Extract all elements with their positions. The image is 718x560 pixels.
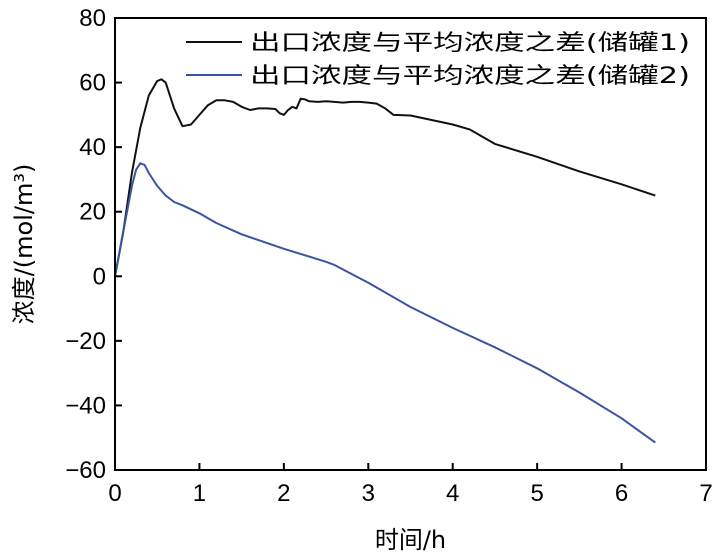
y-tick-label: 40 <box>79 134 106 161</box>
x-tick-label: 2 <box>277 480 290 507</box>
plot-frame <box>114 17 707 471</box>
series-line-1 <box>114 78 656 277</box>
y-tick-label: −20 <box>65 328 106 355</box>
legend: 出口浓度与平均浓度之差(储罐1) 出口浓度与平均浓度之差(储罐2) <box>186 31 690 89</box>
x-tick-label: 1 <box>193 480 206 507</box>
y-tick-label: 20 <box>79 199 106 226</box>
x-tick-label: 0 <box>108 480 121 507</box>
legend-label-2: 出口浓度与平均浓度之差(储罐2) <box>250 64 690 89</box>
y-tick-label: 80 <box>79 5 106 32</box>
x-tick-label: 3 <box>362 480 375 507</box>
x-axis-title: 时间/h <box>375 526 446 554</box>
series-layer <box>114 78 656 444</box>
x-tick-label: 5 <box>530 480 543 507</box>
x-tick-label: 7 <box>699 480 712 507</box>
y-tick-label: −60 <box>65 457 106 484</box>
y-tick-label: 0 <box>93 263 106 290</box>
x-tick-label: 6 <box>615 480 628 507</box>
legend-label-1: 出口浓度与平均浓度之差(储罐1) <box>250 31 690 56</box>
x-tick-label: 4 <box>446 480 459 507</box>
y-tick-label: 60 <box>79 70 106 97</box>
tick-layer: 0 1 2 3 4 5 6 7 −60 −40 −20 0 20 40 60 80 <box>65 5 712 507</box>
y-tick-label: −40 <box>65 392 106 419</box>
series-line-2 <box>114 162 656 444</box>
y-axis-title: 浓度/(mol/m³) <box>10 164 38 325</box>
